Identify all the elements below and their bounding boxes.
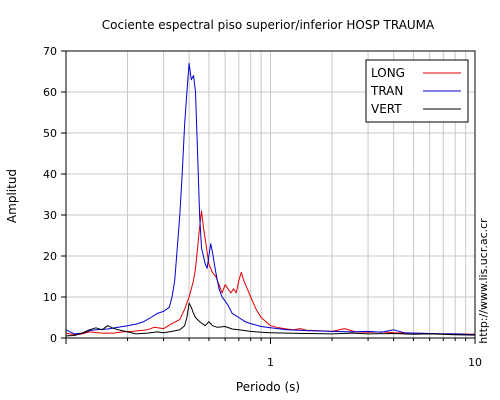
series-line-long <box>65 210 476 336</box>
side-url: http://www.lis.ucr.ac.cr <box>477 218 490 344</box>
series-line-vert <box>65 302 476 337</box>
x-tick-label: 1 <box>267 356 274 369</box>
legend-label-vert: VERT <box>371 102 402 116</box>
legend-label-tran: TRAN <box>370 84 403 98</box>
x-tick-label: 10 <box>468 356 482 369</box>
y-tick-label: 40 <box>43 168 57 181</box>
y-tick-label: 0 <box>50 332 57 345</box>
series-lines <box>65 62 476 337</box>
y-axis-label: Amplitud <box>5 169 19 223</box>
y-tick-label: 30 <box>43 209 57 222</box>
x-axis-label: Periodo (s) <box>236 380 300 394</box>
y-tick-label: 60 <box>43 86 57 99</box>
y-tick-label: 70 <box>43 45 57 58</box>
chart-title: Cociente espectral piso superior/inferio… <box>102 18 435 32</box>
series-line-tran <box>65 62 476 336</box>
legend-label-long: LONG <box>371 66 405 80</box>
legend: LONG TRAN VERT <box>365 59 469 123</box>
x-axis: 1 10 <box>65 338 482 369</box>
y-tick-label: 50 <box>43 127 57 140</box>
y-tick-label: 10 <box>43 291 57 304</box>
y-tick-label: 20 <box>43 250 57 263</box>
y-axis: 0 10 20 30 40 50 60 70 <box>43 45 66 345</box>
